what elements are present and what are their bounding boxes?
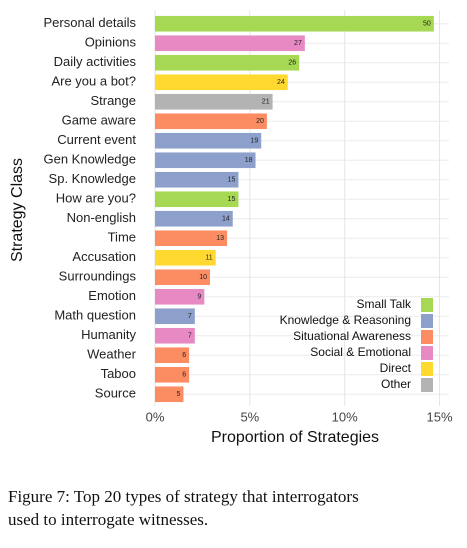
bar-count-label: 18	[245, 157, 253, 164]
y-tick-label: Game aware	[62, 113, 136, 128]
y-tick-label: Math question	[54, 308, 136, 323]
bar-count-label: 6	[182, 352, 186, 359]
legend-swatch	[421, 330, 433, 344]
y-tick-label: Source	[95, 386, 136, 401]
legend-label: Situational Awareness	[293, 329, 411, 343]
legend-label: Social & Emotional	[310, 345, 411, 359]
bar	[155, 269, 211, 286]
bar-count-label: 24	[277, 79, 285, 86]
bar	[155, 308, 195, 325]
bar-count-label: 26	[288, 60, 296, 67]
y-axis-label: Strategy Class	[9, 158, 26, 262]
bar-count-label: 14	[222, 216, 230, 223]
legend-swatch	[421, 298, 433, 312]
bar	[155, 327, 195, 344]
bar-count-label: 6	[182, 372, 186, 379]
bar-count-label: 21	[262, 99, 270, 106]
y-tick-label: Are you a bot?	[51, 74, 136, 89]
bar	[155, 74, 288, 91]
y-tick-label: Time	[108, 230, 136, 245]
caption: Figure 7: Top 20 types of strategy that …	[8, 487, 359, 506]
y-tick-label: Non-english	[67, 210, 136, 225]
bar	[155, 230, 228, 247]
y-tick-label: Taboo	[101, 366, 136, 381]
y-tick-label: Personal details	[44, 15, 137, 30]
y-tick-label: Current event	[57, 132, 136, 147]
y-tick-label: Sp. Knowledge	[49, 171, 136, 186]
bar-count-label: 27	[294, 40, 302, 47]
bar	[155, 15, 434, 32]
bar	[155, 347, 190, 364]
bar	[155, 288, 205, 305]
legend-label: Small Talk	[357, 297, 412, 311]
y-tick-label: Humanity	[81, 327, 136, 342]
bar-count-label: 13	[216, 235, 224, 242]
y-tick-label: Surroundings	[59, 269, 137, 284]
bar	[155, 386, 184, 403]
caption: used to interrogate witnesses.	[8, 510, 208, 529]
bar	[155, 54, 300, 71]
y-tick-label: Strange	[90, 93, 136, 108]
x-tick-label: 10%	[332, 409, 358, 424]
legend-label: Direct	[380, 361, 412, 375]
bar	[155, 366, 190, 383]
bar	[155, 171, 239, 188]
bar	[155, 93, 273, 110]
x-tick-label: 5%	[240, 409, 259, 424]
bar	[155, 191, 239, 208]
bar-count-label: 15	[228, 177, 236, 184]
y-tick-label: Weather	[87, 347, 137, 362]
x-axis-label: Proportion of Strategies	[211, 429, 379, 446]
bar-count-label: 50	[423, 21, 431, 28]
bar-count-label: 20	[256, 118, 264, 125]
bar	[155, 113, 267, 130]
legend-label: Knowledge & Reasoning	[280, 313, 411, 327]
y-tick-label: Opinions	[85, 35, 137, 50]
bar-count-label: 7	[188, 313, 192, 320]
y-tick-label: Emotion	[88, 288, 136, 303]
y-tick-label: Daily activities	[54, 54, 137, 69]
bar-count-label: 5	[177, 391, 181, 398]
y-tick-label: How are you?	[56, 191, 136, 206]
legend-swatch	[421, 314, 433, 328]
bar-count-label: 19	[250, 138, 258, 145]
x-tick-label: 15%	[427, 409, 453, 424]
legend-swatch	[421, 346, 433, 360]
bar	[155, 35, 305, 52]
y-tick-label: Accusation	[72, 249, 136, 264]
y-tick-label: Gen Knowledge	[43, 152, 136, 167]
bar-count-label: 10	[199, 274, 207, 281]
x-tick-label: 0%	[146, 409, 165, 424]
bar	[155, 210, 233, 227]
bar	[155, 249, 216, 266]
bar	[155, 132, 262, 149]
bar-count-label: 9	[197, 294, 201, 301]
bar	[155, 152, 256, 169]
bar-count-label: 7	[188, 333, 192, 340]
legend-swatch	[421, 362, 433, 376]
legend-swatch	[421, 378, 433, 392]
legend-label: Other	[381, 377, 411, 391]
bar-count-label: 11	[205, 255, 212, 262]
bar-count-label: 15	[228, 196, 236, 203]
